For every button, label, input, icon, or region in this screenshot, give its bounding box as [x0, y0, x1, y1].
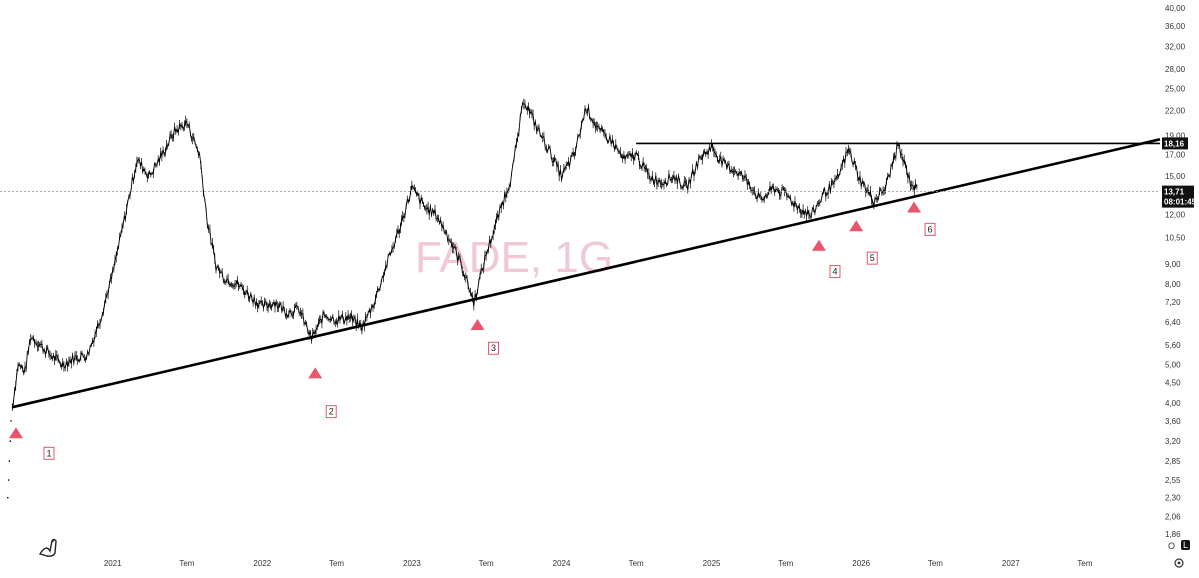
- y-tick-label: 7,20: [1165, 298, 1181, 307]
- x-tick-label: Tem: [928, 559, 943, 568]
- y-tick-label: 25,00: [1165, 85, 1186, 94]
- x-axis[interactable]: 2021 Tem 2022 Tem 2023 Tem 2024 Tem 2025 Tem 2026 T…: [104, 559, 1093, 568]
- y-tick-label: 5,00: [1165, 361, 1181, 370]
- resistance-price-tag-text: 18,16: [1164, 139, 1185, 148]
- marker-box: [43, 446, 55, 460]
- x-tick-label: 2022: [253, 559, 271, 568]
- resistance-price-tag: [1162, 137, 1188, 150]
- y-tick-label: 5,60: [1165, 341, 1181, 350]
- marker-label: 6: [928, 224, 933, 234]
- x-tick-label: 2027: [1002, 559, 1020, 568]
- y-tick-label: 36,00: [1165, 22, 1186, 31]
- x-tick-label: Tem: [778, 559, 793, 568]
- y-tick-label: 2,55: [1165, 476, 1181, 485]
- price-dot: [6, 496, 9, 499]
- y-tick-label: 12,00: [1165, 210, 1186, 219]
- y-tick-label: 2,85: [1165, 457, 1181, 466]
- marker-label: 1: [46, 448, 51, 458]
- y-tick-label: 22,00: [1165, 107, 1186, 116]
- marker-triangle: [811, 239, 826, 251]
- marker-label: 4: [832, 267, 837, 277]
- dino-logo-icon[interactable]: [38, 538, 57, 557]
- price-dot: [9, 440, 12, 442]
- y-tick-label: 1,86: [1165, 530, 1181, 539]
- markers: 1 2 3 4 5 6: [8, 201, 936, 460]
- price-line: [11, 102, 918, 408]
- price-series: [6, 98, 918, 499]
- y-tick-label: 2,30: [1165, 494, 1181, 503]
- marker-box: [325, 405, 337, 419]
- x-tick-label: Tem: [329, 559, 344, 568]
- y-tick-label: 3,20: [1165, 437, 1181, 446]
- support-trendline: [12, 138, 1161, 409]
- marker-triangle: [907, 201, 922, 213]
- x-tick-label: Tem: [1077, 559, 1092, 568]
- marker-box: [829, 265, 841, 279]
- price-dot: [10, 420, 12, 422]
- y-tick-label: 6,40: [1165, 318, 1181, 327]
- countdown-text: 08:01:45: [1164, 198, 1197, 207]
- scale-o-button[interactable]: O: [1168, 541, 1176, 551]
- price-dot: [8, 460, 11, 462]
- x-tick-label: Tem: [629, 559, 644, 568]
- marker-box: [488, 341, 500, 355]
- marker-triangle: [849, 220, 864, 232]
- y-tick-label: 19,00: [1165, 132, 1186, 141]
- marker-label: 5: [870, 253, 875, 263]
- y-tick-label: 9,00: [1165, 260, 1181, 269]
- y-tick-label: 2,06: [1165, 513, 1181, 522]
- y-tick-label: 40,00: [1165, 4, 1186, 13]
- marker-label: 3: [491, 343, 496, 353]
- marker-triangle: [308, 367, 323, 379]
- y-tick-label: 10,50: [1165, 233, 1186, 242]
- y-tick-label: 8,00: [1165, 280, 1181, 289]
- x-tick-label: 2025: [703, 559, 721, 568]
- x-tick-label: 2023: [403, 559, 421, 568]
- current-price-tag: [1162, 185, 1194, 208]
- y-tick-label: 15,00: [1165, 172, 1186, 181]
- marker-box: [866, 251, 878, 265]
- x-tick-label: Tem: [179, 559, 194, 568]
- marker-triangle: [470, 318, 485, 330]
- y-tick-label: 4,00: [1165, 399, 1181, 408]
- x-tick-label: 2024: [553, 559, 571, 568]
- current-price-tag-text: 13,71: [1164, 188, 1185, 197]
- price-tags: 18,16 13,71 08:01:45: [1162, 137, 1197, 208]
- y-tick-label: 4,50: [1165, 379, 1181, 388]
- y-tick-label: 3,60: [1165, 417, 1181, 426]
- y-tick-label: 28,00: [1165, 65, 1186, 74]
- x-tick-label: 2026: [852, 559, 870, 568]
- price-dot: [7, 479, 10, 481]
- y-tick-label: 17,00: [1165, 151, 1186, 160]
- gear-icon[interactable]: [1174, 558, 1184, 568]
- y-axis[interactable]: 40,00 36,00 32,00 28,00 25,00 22,00 19,00 17,00…: [1165, 4, 1186, 539]
- marker-label: 2: [329, 407, 334, 417]
- x-tick-label: Tem: [479, 559, 494, 568]
- marker-triangle: [8, 427, 23, 439]
- x-tick-label: 2021: [104, 559, 122, 568]
- y-tick-label: 32,00: [1165, 42, 1186, 51]
- scale-l-button[interactable]: L: [1181, 540, 1191, 550]
- marker-box: [924, 222, 936, 236]
